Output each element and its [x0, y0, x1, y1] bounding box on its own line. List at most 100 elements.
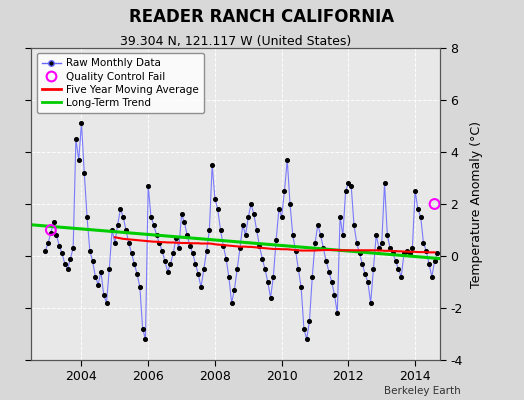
- Text: Berkeley Earth: Berkeley Earth: [385, 386, 461, 396]
- Point: [236, 245, 244, 251]
- Point: [222, 255, 230, 262]
- Point: [74, 156, 83, 163]
- Point: [247, 201, 255, 207]
- Point: [144, 182, 152, 189]
- Point: [205, 227, 214, 233]
- Point: [216, 227, 225, 233]
- Point: [336, 214, 344, 220]
- Point: [394, 266, 402, 272]
- Point: [72, 136, 80, 142]
- Point: [102, 300, 111, 306]
- Point: [116, 206, 125, 212]
- Point: [219, 242, 227, 249]
- Point: [149, 222, 158, 228]
- Point: [174, 245, 183, 251]
- Point: [355, 250, 364, 257]
- Point: [158, 248, 166, 254]
- Point: [111, 240, 119, 246]
- Point: [253, 227, 261, 233]
- Point: [122, 227, 130, 233]
- Text: READER RANCH CALIFORNIA: READER RANCH CALIFORNIA: [129, 8, 395, 26]
- Point: [386, 245, 394, 251]
- Point: [391, 258, 400, 264]
- Point: [138, 326, 147, 332]
- Point: [389, 250, 397, 257]
- Title: 39.304 N, 121.117 W (United States): 39.304 N, 121.117 W (United States): [120, 35, 352, 48]
- Y-axis label: Temperature Anomaly (°C): Temperature Anomaly (°C): [470, 120, 483, 288]
- Point: [125, 240, 133, 246]
- Point: [333, 310, 342, 316]
- Point: [255, 242, 264, 249]
- Point: [80, 170, 89, 176]
- Point: [136, 284, 144, 290]
- Point: [289, 232, 297, 238]
- Point: [83, 214, 91, 220]
- Point: [322, 258, 330, 264]
- Point: [383, 232, 391, 238]
- Point: [297, 284, 305, 290]
- Point: [425, 261, 433, 267]
- Point: [433, 250, 442, 257]
- Point: [339, 232, 347, 238]
- Point: [113, 222, 122, 228]
- Point: [180, 219, 189, 225]
- Point: [361, 271, 369, 278]
- Point: [49, 219, 58, 225]
- Point: [89, 258, 97, 264]
- Point: [97, 268, 105, 275]
- Point: [61, 261, 69, 267]
- Point: [230, 286, 238, 293]
- Point: [172, 234, 180, 241]
- Point: [280, 188, 289, 194]
- Legend: Raw Monthly Data, Quality Control Fail, Five Year Moving Average, Long-Term Tren: Raw Monthly Data, Quality Control Fail, …: [37, 53, 204, 113]
- Point: [197, 284, 205, 290]
- Point: [305, 318, 314, 324]
- Point: [269, 274, 278, 280]
- Point: [94, 282, 102, 288]
- Point: [342, 188, 350, 194]
- Point: [261, 266, 269, 272]
- Point: [213, 206, 222, 212]
- Point: [105, 266, 114, 272]
- Point: [283, 156, 291, 163]
- Point: [419, 240, 428, 246]
- Point: [152, 232, 161, 238]
- Point: [430, 258, 439, 264]
- Point: [380, 180, 389, 186]
- Point: [258, 255, 266, 262]
- Point: [141, 336, 150, 342]
- Point: [63, 266, 72, 272]
- Point: [350, 222, 358, 228]
- Point: [227, 300, 236, 306]
- Point: [66, 255, 74, 262]
- Point: [55, 242, 63, 249]
- Point: [178, 211, 186, 218]
- Point: [191, 261, 200, 267]
- Point: [200, 266, 208, 272]
- Point: [85, 248, 94, 254]
- Point: [163, 268, 172, 275]
- Point: [275, 206, 283, 212]
- Point: [328, 279, 336, 285]
- Point: [314, 222, 322, 228]
- Point: [358, 261, 366, 267]
- Point: [225, 274, 233, 280]
- Point: [242, 232, 250, 238]
- Point: [127, 250, 136, 257]
- Point: [319, 245, 328, 251]
- Point: [47, 229, 55, 236]
- Point: [272, 237, 280, 244]
- Point: [202, 248, 211, 254]
- Point: [250, 211, 258, 218]
- Point: [169, 250, 178, 257]
- Point: [194, 271, 202, 278]
- Point: [130, 261, 138, 267]
- Point: [69, 245, 78, 251]
- Point: [400, 250, 408, 257]
- Point: [344, 180, 353, 186]
- Point: [330, 292, 339, 298]
- Point: [430, 201, 439, 207]
- Point: [364, 279, 372, 285]
- Point: [300, 326, 308, 332]
- Point: [397, 274, 406, 280]
